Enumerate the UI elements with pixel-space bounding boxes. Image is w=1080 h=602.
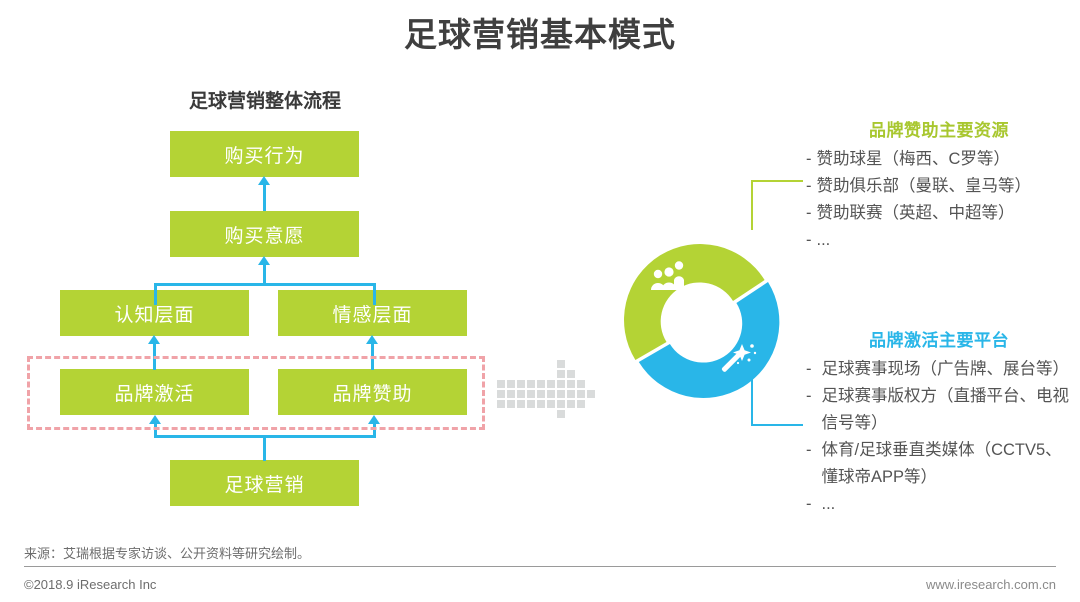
connector-line	[153, 341, 156, 370]
connector-line	[154, 283, 157, 305]
mosaic-arrow-icon	[497, 358, 601, 425]
connector-line	[263, 435, 266, 461]
donut-to-activation-connector	[751, 424, 803, 426]
bullet-dash: -	[806, 177, 812, 195]
sponsorship-resources-panel: 品牌赞助主要资源 - 赞助球星（梅西、C罗等） - 赞助俱乐部（曼联、皇马等） …	[806, 116, 1072, 254]
list-item: - 赞助球星（梅西、C罗等）	[806, 146, 1072, 173]
website-url: www.iresearch.com.cn	[925, 577, 1056, 592]
sponsorship-panel-heading: 品牌赞助主要资源	[869, 121, 1009, 140]
bullet-dash: -	[806, 231, 812, 249]
list-item: - 赞助联赛（英超、中超等）	[806, 200, 1072, 227]
donut-to-activation-connector	[751, 376, 753, 426]
bullet-dash: -	[806, 360, 812, 378]
copyright-text: ©2018.9 iResearch Inc	[24, 577, 157, 592]
connector-line	[263, 182, 266, 211]
list-item: - 体育/足球垂直类媒体（CCTV5、懂球帝APP等）	[806, 437, 1072, 491]
flow-box-buy-intent: 购买意愿	[170, 211, 359, 257]
list-item-label: 赞助球星（梅西、C罗等）	[816, 150, 1010, 168]
list-item: - ...	[806, 227, 1072, 254]
arrow-up-icon	[148, 335, 160, 344]
connector-line	[373, 283, 376, 305]
flow-box-buy-behavior: 购买行为	[170, 131, 359, 177]
bullet-dash: -	[806, 150, 812, 168]
flow-box-football-marketing: 足球营销	[170, 460, 359, 506]
list-item-label: 赞助俱乐部（曼联、皇马等）	[816, 177, 1032, 195]
arrow-up-icon	[149, 415, 161, 424]
magic-wand-icon	[721, 341, 757, 372]
highlight-dashed-box	[27, 356, 485, 430]
bullet-dash: -	[806, 441, 812, 459]
bullet-dash: -	[806, 387, 812, 405]
flow-box-brand-activation: 品牌激活	[60, 369, 249, 415]
list-item-label: ...	[816, 231, 831, 249]
list-item: - 赞助俱乐部（曼联、皇马等）	[806, 173, 1072, 200]
arrow-up-icon	[368, 415, 380, 424]
list-item: - 足球赛事版权方（直播平台、电视信号等）	[806, 383, 1072, 437]
arrow-up-icon	[258, 256, 270, 265]
connector-line	[154, 283, 376, 286]
people-group-icon	[651, 261, 684, 290]
flow-box-brand-sponsorship: 品牌赞助	[278, 369, 467, 415]
bullet-dash: -	[806, 495, 812, 513]
flow-box-emotional: 情感层面	[278, 290, 467, 336]
list-item-label: 体育/足球垂直类媒体（CCTV5、懂球帝APP等）	[821, 441, 1062, 486]
list-item-label: 赞助联赛（英超、中超等）	[816, 204, 1015, 222]
flow-chart-heading: 足球营销整体流程	[188, 91, 341, 112]
activation-panel-heading: 品牌激活主要平台	[869, 331, 1009, 350]
connector-line	[263, 262, 266, 286]
activation-platforms-panel: 品牌激活主要平台 - 足球赛事现场（广告牌、展台等） - 足球赛事版权方（直播平…	[806, 326, 1072, 518]
list-item-label: ...	[821, 495, 836, 513]
list-item-label: 足球赛事现场（广告牌、展台等）	[821, 360, 1070, 378]
arrow-up-icon	[366, 335, 378, 344]
arrow-up-icon	[258, 176, 270, 185]
activation-item-list: - 足球赛事现场（广告牌、展台等） - 足球赛事版权方（直播平台、电视信号等） …	[806, 356, 1072, 518]
source-note: 来源：艾瑞根据专家访谈、公开资料等研究绘制。	[24, 546, 311, 561]
page-title: 足球营销基本模式	[404, 16, 676, 53]
sponsorship-item-list: - 赞助球星（梅西、C罗等） - 赞助俱乐部（曼联、皇马等） - 赞助联赛（英超…	[806, 146, 1072, 254]
donut-chart	[612, 232, 788, 408]
connector-line	[154, 435, 376, 438]
donut-segment-activation	[638, 282, 780, 398]
footer-divider	[24, 566, 1056, 567]
bullet-dash: -	[806, 204, 812, 222]
list-item: - ...	[806, 491, 1072, 518]
donut-to-sponsorship-connector	[751, 180, 753, 230]
donut-to-sponsorship-connector	[751, 180, 803, 182]
list-item: - 足球赛事现场（广告牌、展台等）	[806, 356, 1072, 383]
connector-line	[371, 341, 374, 370]
list-item-label: 足球赛事版权方（直播平台、电视信号等）	[821, 387, 1070, 432]
